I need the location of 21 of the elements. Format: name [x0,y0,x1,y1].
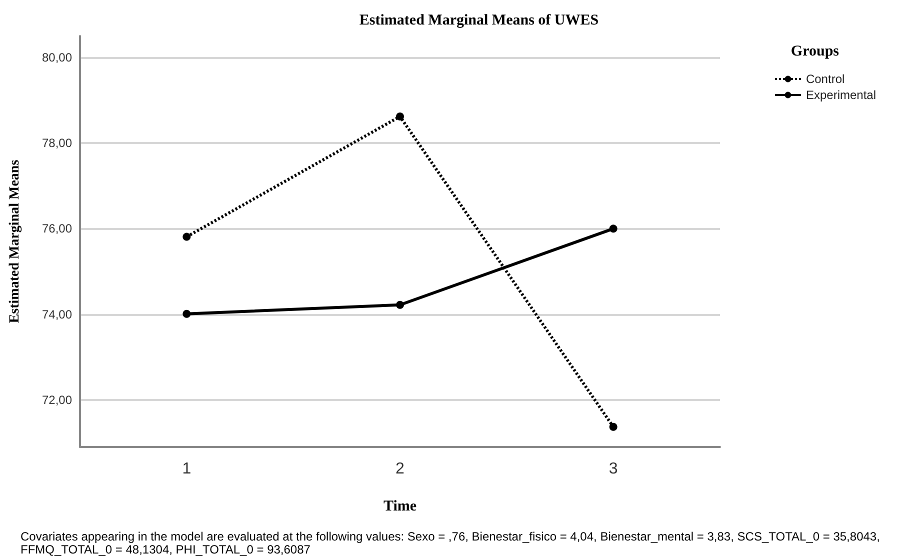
point [396,112,404,120]
legend-label: Experimental [806,88,876,102]
legend-label: Control [806,72,845,86]
point [396,300,404,309]
y-tick-label: 78,00 [42,136,72,150]
x-axis-title: Time [383,498,417,514]
point [609,224,618,233]
y-tick-label: 72,00 [42,392,72,407]
chart-title: Estimated Marginal Means of UWES [359,12,599,28]
text: Covariates appearing in the model are evaluated at the following values: Sexo = ,76, Bienestar_fisico = 4,04, Bienestar_mental = 3,83, SCS_TOTAL_0 = 35,8043, FFMQ_TOTAL_0 = 48,1304, PHI_TOTAL_0 = 93,6087 [20,530,884,556]
y-tick-label: 76,00 [42,222,72,236]
point [182,310,191,318]
y-tick-label: 74,00 [42,307,72,322]
x-tick-label: 1 [182,460,192,478]
point [182,232,191,241]
x-tick-label: 2 [396,460,405,478]
point [609,422,618,431]
x-tick-label: 3 [608,460,618,478]
legend-title: Groups [790,44,840,60]
y-axis-title: Estimated Marginal Means [8,159,22,324]
y-tick-label: 80,00 [42,50,72,64]
